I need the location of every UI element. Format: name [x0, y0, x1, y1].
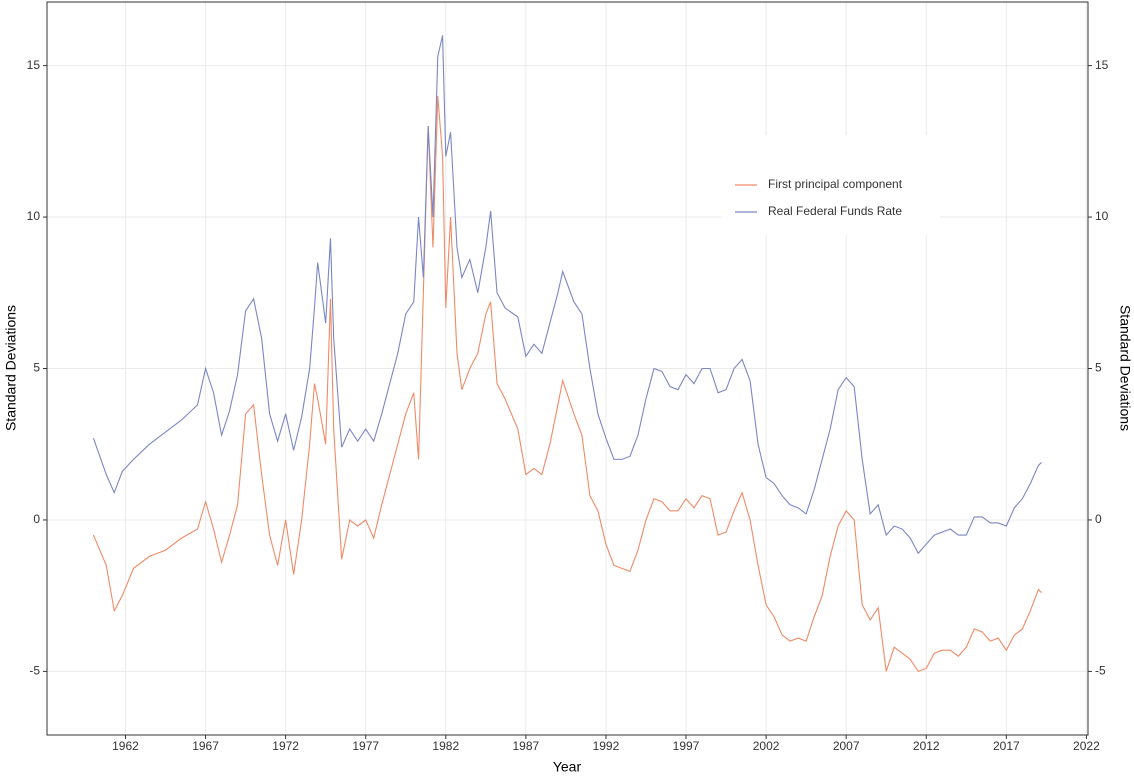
x-tick-label: 2012 [913, 739, 940, 753]
x-tick-label: 1972 [272, 739, 299, 753]
y2-tick-label: 0 [1095, 512, 1102, 526]
x-tick-label: 1997 [673, 739, 700, 753]
x-tick-label: 2022 [1073, 739, 1100, 753]
y2-tick-label: 15 [1095, 58, 1109, 72]
plot-frame [46, 1, 1089, 736]
x-tick-label: 1987 [513, 739, 540, 753]
y-tick-label: 10 [27, 209, 41, 223]
x-tick-label: 2002 [753, 739, 780, 753]
legend: First principal component Real Federal Fu… [722, 135, 940, 235]
y-tick-label: -5 [29, 664, 40, 678]
y2-tick-label: 10 [1095, 209, 1109, 223]
x-tick-label: 1982 [432, 739, 459, 753]
x-tick-label: 1977 [352, 739, 379, 753]
data-line [92, 35, 1042, 555]
y-tick-label: 15 [27, 58, 41, 72]
legend-box [722, 135, 940, 235]
x-tick-label: 1992 [593, 739, 620, 753]
y-tick-label: 0 [33, 512, 40, 526]
x-tick-label: 1967 [192, 739, 219, 753]
x-axis-title: Year [553, 759, 582, 775]
legend-label: Real Federal Funds Rate [768, 204, 902, 218]
y2-tick-label: -5 [1095, 664, 1106, 678]
data-line [92, 95, 1042, 673]
y-axis-title: Standard Deviations [3, 305, 19, 431]
x-tick-label: 2007 [833, 739, 860, 753]
x-tick-label: 2017 [993, 739, 1020, 753]
legend-label: First principal component [768, 177, 903, 191]
y2-tick-label: 5 [1095, 361, 1102, 375]
y-tick-label: 5 [33, 361, 40, 375]
x-tick-label: 1962 [112, 739, 139, 753]
y2-axis-title: Standard Deviations [1117, 305, 1133, 431]
